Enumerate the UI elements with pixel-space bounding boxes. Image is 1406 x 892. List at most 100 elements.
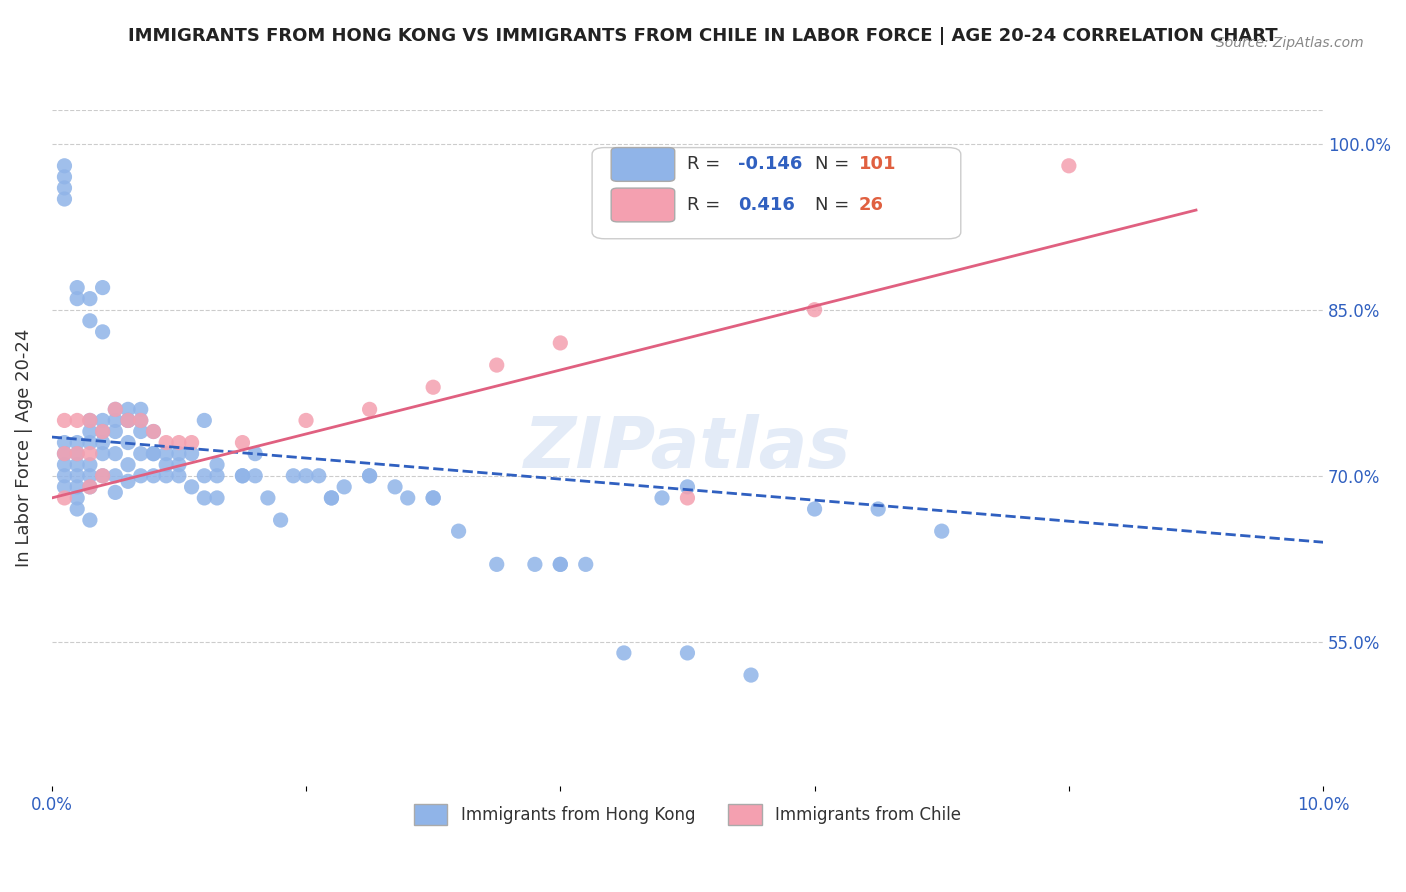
Point bbox=[79, 468, 101, 483]
Point bbox=[91, 425, 114, 439]
Point bbox=[91, 425, 114, 439]
Point bbox=[485, 558, 508, 572]
Point bbox=[117, 413, 139, 427]
Point bbox=[359, 468, 381, 483]
Point bbox=[257, 491, 280, 505]
Point bbox=[155, 435, 177, 450]
Point bbox=[79, 513, 101, 527]
Point bbox=[79, 458, 101, 472]
Point bbox=[180, 447, 202, 461]
Point bbox=[53, 435, 76, 450]
Point bbox=[231, 468, 253, 483]
Point bbox=[66, 280, 89, 294]
FancyBboxPatch shape bbox=[592, 147, 960, 239]
Point bbox=[117, 413, 139, 427]
Point bbox=[1057, 159, 1080, 173]
Point bbox=[447, 524, 470, 538]
Point bbox=[66, 458, 89, 472]
Point bbox=[676, 646, 699, 660]
Point bbox=[485, 358, 508, 372]
Point bbox=[523, 558, 546, 572]
Point bbox=[66, 292, 89, 306]
Point bbox=[53, 458, 76, 472]
Text: -0.146: -0.146 bbox=[738, 155, 803, 173]
Point bbox=[79, 413, 101, 427]
Text: Source: ZipAtlas.com: Source: ZipAtlas.com bbox=[1216, 36, 1364, 50]
Point bbox=[422, 491, 444, 505]
Point bbox=[91, 413, 114, 427]
Point bbox=[91, 447, 114, 461]
Point bbox=[53, 468, 76, 483]
Point bbox=[129, 413, 152, 427]
Point bbox=[243, 468, 266, 483]
Point bbox=[53, 447, 76, 461]
Point bbox=[295, 468, 318, 483]
Point bbox=[803, 302, 825, 317]
Point bbox=[53, 192, 76, 206]
Point bbox=[676, 491, 699, 505]
Point bbox=[283, 468, 305, 483]
Point bbox=[270, 513, 292, 527]
Point bbox=[205, 491, 228, 505]
Point bbox=[205, 468, 228, 483]
Point bbox=[104, 413, 127, 427]
Point bbox=[66, 447, 89, 461]
Point bbox=[104, 402, 127, 417]
Point bbox=[79, 413, 101, 427]
Point bbox=[308, 468, 330, 483]
Text: R =: R = bbox=[688, 155, 721, 173]
Point bbox=[53, 159, 76, 173]
Point bbox=[66, 491, 89, 505]
Point bbox=[104, 468, 127, 483]
Point bbox=[79, 480, 101, 494]
Point bbox=[91, 468, 114, 483]
Point bbox=[142, 447, 165, 461]
Point bbox=[180, 435, 202, 450]
Point bbox=[142, 425, 165, 439]
Point bbox=[384, 480, 406, 494]
Point bbox=[129, 425, 152, 439]
Point bbox=[117, 435, 139, 450]
Point bbox=[155, 458, 177, 472]
Point bbox=[66, 435, 89, 450]
Point bbox=[167, 468, 190, 483]
Point bbox=[651, 491, 673, 505]
Point bbox=[155, 468, 177, 483]
Point bbox=[79, 447, 101, 461]
Point bbox=[104, 447, 127, 461]
Point bbox=[66, 468, 89, 483]
FancyBboxPatch shape bbox=[612, 147, 675, 181]
Point bbox=[193, 491, 215, 505]
Point bbox=[129, 468, 152, 483]
Point bbox=[91, 435, 114, 450]
Point bbox=[359, 468, 381, 483]
Text: ZIPatlas: ZIPatlas bbox=[524, 414, 851, 483]
Text: 0.416: 0.416 bbox=[738, 196, 796, 214]
Point bbox=[321, 491, 343, 505]
Point bbox=[129, 413, 152, 427]
Point bbox=[295, 413, 318, 427]
Point bbox=[104, 425, 127, 439]
Text: 101: 101 bbox=[859, 155, 897, 173]
Point bbox=[550, 335, 572, 350]
Point bbox=[142, 447, 165, 461]
Point bbox=[79, 314, 101, 328]
Point bbox=[117, 402, 139, 417]
Point bbox=[79, 425, 101, 439]
Point bbox=[550, 558, 572, 572]
Point bbox=[129, 402, 152, 417]
Text: IMMIGRANTS FROM HONG KONG VS IMMIGRANTS FROM CHILE IN LABOR FORCE | AGE 20-24 CO: IMMIGRANTS FROM HONG KONG VS IMMIGRANTS … bbox=[128, 27, 1278, 45]
Point bbox=[142, 425, 165, 439]
Point bbox=[79, 292, 101, 306]
Point bbox=[333, 480, 356, 494]
Point bbox=[53, 491, 76, 505]
Point bbox=[53, 413, 76, 427]
Point bbox=[66, 502, 89, 516]
Point bbox=[117, 458, 139, 472]
Point bbox=[396, 491, 419, 505]
FancyBboxPatch shape bbox=[612, 188, 675, 222]
Point bbox=[613, 646, 636, 660]
Point bbox=[117, 413, 139, 427]
Text: N =: N = bbox=[814, 155, 849, 173]
Point bbox=[359, 402, 381, 417]
